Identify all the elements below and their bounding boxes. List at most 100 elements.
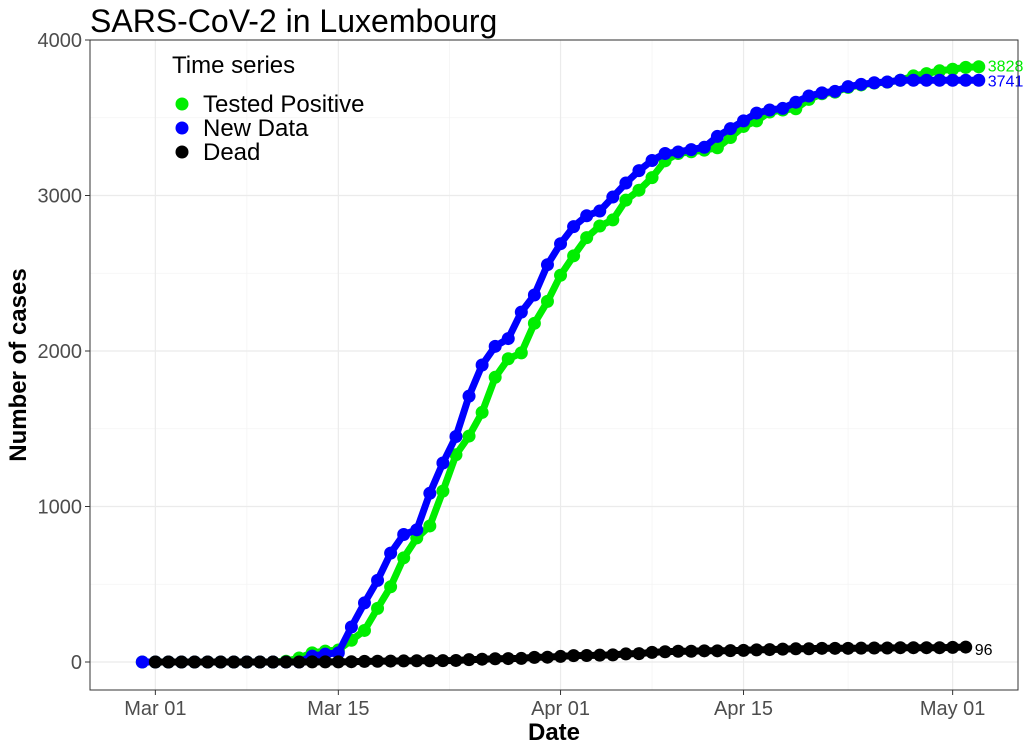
x-axis-title: Date <box>528 719 580 746</box>
data-point <box>240 655 254 669</box>
data-point <box>331 646 345 660</box>
data-point <box>449 430 463 444</box>
data-point <box>697 644 711 658</box>
data-point <box>841 80 855 94</box>
data-point <box>567 220 581 234</box>
data-point <box>318 655 332 669</box>
data-point <box>593 648 607 662</box>
data-point <box>580 209 594 223</box>
data-point <box>959 60 973 74</box>
data-point <box>514 305 528 319</box>
data-point <box>501 352 515 366</box>
series-new-data: 3741 <box>135 73 1023 669</box>
data-point <box>854 641 868 655</box>
x-tick-label: Apr 15 <box>714 698 773 720</box>
data-point <box>384 546 398 560</box>
data-point <box>763 643 777 657</box>
data-point <box>161 655 175 669</box>
data-point <box>789 642 803 656</box>
data-point <box>527 650 541 664</box>
data-point <box>554 237 568 251</box>
panel-border <box>89 39 1019 691</box>
data-point <box>371 601 385 615</box>
series-end-label: 3828 <box>988 59 1023 76</box>
data-point <box>462 389 476 403</box>
data-point <box>789 95 803 109</box>
data-point <box>371 573 385 587</box>
data-point <box>763 103 777 117</box>
series-dead: 96 <box>148 640 993 669</box>
data-point <box>920 641 934 655</box>
data-point <box>514 346 528 360</box>
data-point <box>619 193 633 207</box>
series-end-label: 3741 <box>988 73 1023 90</box>
data-point <box>475 652 489 666</box>
data-point <box>959 73 973 87</box>
data-point <box>828 84 842 98</box>
series-end-label: 96 <box>975 642 993 659</box>
data-point <box>802 642 816 656</box>
data-point <box>671 145 685 159</box>
data-point <box>488 652 502 666</box>
data-point <box>867 76 881 90</box>
y-tick-label: 1000 <box>38 497 83 519</box>
data-point <box>580 231 594 245</box>
data-point <box>906 641 920 655</box>
legend-title: Time series <box>172 52 295 79</box>
data-point <box>423 486 437 500</box>
data-point <box>946 62 960 76</box>
data-point <box>527 288 541 302</box>
data-point <box>292 655 306 669</box>
legend-label: Dead <box>203 139 260 166</box>
data-point <box>188 655 202 669</box>
y-tick-label: 4000 <box>38 30 83 52</box>
data-point <box>148 655 162 669</box>
data-point <box>423 519 437 533</box>
data-point <box>514 651 528 665</box>
series-tested-positive: 3828 <box>135 59 1023 669</box>
x-tick-label: Mar 15 <box>307 698 369 720</box>
data-point <box>684 143 698 157</box>
data-point <box>554 649 568 663</box>
data-point <box>475 358 489 372</box>
data-point <box>423 654 437 668</box>
legend-item: Tested Positive <box>175 91 364 118</box>
chart-title: SARS-CoV-2 in Luxembourg <box>90 3 497 39</box>
data-point <box>893 73 907 87</box>
data-point <box>671 644 685 658</box>
data-point <box>201 655 215 669</box>
data-point <box>501 332 515 346</box>
data-point <box>135 655 149 669</box>
data-point <box>593 219 607 233</box>
data-point <box>436 484 450 498</box>
data-point <box>606 190 620 204</box>
data-point <box>802 89 816 103</box>
data-point <box>436 654 450 668</box>
data-point <box>684 644 698 658</box>
x-tick-label: Apr 01 <box>531 698 590 720</box>
data-point <box>658 147 672 161</box>
data-point <box>710 129 724 143</box>
data-point <box>174 655 188 669</box>
legend-marker <box>175 145 189 159</box>
data-point <box>959 640 973 654</box>
data-point <box>279 655 293 669</box>
x-tick-label: May 01 <box>920 698 986 720</box>
data-point <box>371 654 385 668</box>
y-tick-label: 0 <box>71 652 82 674</box>
data-point <box>710 644 724 658</box>
data-point <box>658 645 672 659</box>
data-point <box>723 122 737 136</box>
x-tick-label: Mar 01 <box>124 698 186 720</box>
data-point <box>567 649 581 663</box>
y-tick-label: 3000 <box>38 186 83 208</box>
data-point <box>841 641 855 655</box>
data-point <box>344 655 358 669</box>
data-point <box>397 527 411 541</box>
data-point <box>344 620 358 634</box>
data-point <box>501 652 515 666</box>
data-point <box>554 268 568 282</box>
data-point <box>815 86 829 100</box>
